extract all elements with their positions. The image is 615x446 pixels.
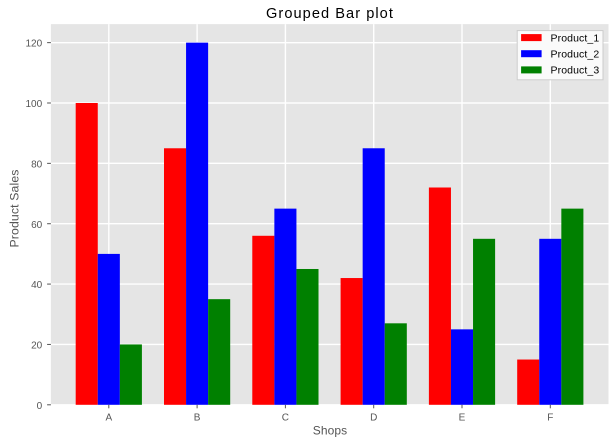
svg-text:40: 40	[31, 280, 43, 291]
svg-text:A: A	[105, 413, 112, 424]
svg-text:C: C	[282, 413, 289, 424]
svg-text:100: 100	[26, 99, 43, 110]
svg-text:60: 60	[31, 220, 43, 231]
svg-text:Product_3: Product_3	[551, 65, 600, 77]
svg-text:E: E	[459, 413, 466, 424]
svg-text:Product_1: Product_1	[551, 32, 600, 44]
svg-text:80: 80	[31, 159, 43, 170]
svg-text:F: F	[547, 413, 553, 424]
svg-text:Shops: Shops	[313, 424, 348, 438]
svg-text:B: B	[194, 413, 201, 424]
svg-text:D: D	[370, 413, 377, 424]
svg-text:0: 0	[37, 401, 43, 412]
svg-text:120: 120	[26, 39, 43, 50]
svg-text:Product_2: Product_2	[551, 49, 600, 61]
svg-text:Grouped Bar plot: Grouped Bar plot	[266, 6, 394, 22]
svg-text:Product Sales: Product Sales	[7, 169, 21, 247]
svg-text:20: 20	[31, 341, 43, 352]
